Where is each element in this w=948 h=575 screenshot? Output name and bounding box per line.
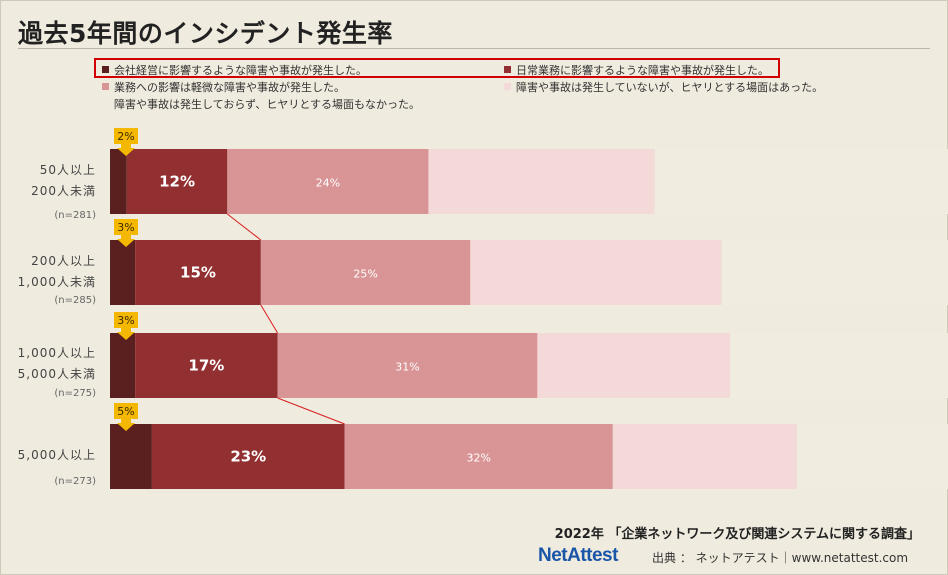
category-n-2: (n=285) <box>54 295 96 306</box>
category-label-1-line1: 50人以上 <box>39 163 96 177</box>
legend-item-3: 業務への影響は軽微な障害や事故が発生した。 <box>102 81 345 94</box>
bar-segment-r4-s5 <box>797 424 948 489</box>
bar-segment-r1-s4 <box>428 149 655 214</box>
legend-swatch-4 <box>504 83 511 90</box>
legend-swatch-5 <box>102 100 109 107</box>
legend-label-5: 障害や事故は発生しておらず、ヒヤリとする場面もなかった。 <box>114 98 421 111</box>
connector-line-1 <box>227 213 262 241</box>
bar-segment-r4-s1 <box>110 424 152 489</box>
bar-segment-r1-s1 <box>110 149 127 214</box>
bar-segment-r2-s2 <box>135 240 261 305</box>
data-label-r3-s2: 17% <box>188 357 224 375</box>
callout-label-r1: 2% <box>117 130 134 143</box>
legend-swatch-2 <box>504 66 511 73</box>
callout-label-r3: 3% <box>117 314 134 327</box>
legend: 会社経営に影響するような障害や事故が発生した。 日常業務に影響するような障害や事… <box>0 0 948 120</box>
data-label-r2-s3: 25% <box>353 268 377 281</box>
callout-r1: 2% <box>114 128 138 156</box>
bar-segment-r2-s4 <box>470 240 722 305</box>
category-label-2-line1: 200人以上 <box>31 254 96 268</box>
survey-title: 2022年 「企業ネットワーク及び関連システムに関する調査」 <box>554 527 920 542</box>
legend-highlight-box <box>94 58 780 78</box>
category-label-1-line2: 200人未満 <box>31 184 96 198</box>
category-n-4: (n=273) <box>54 476 96 487</box>
category-label-4: 5,000人以上 <box>0 445 96 466</box>
legend-item-4: 障害や事故は発生していないが、ヒヤリとする場面はあった。 <box>504 81 823 94</box>
category-label-2: 200人以上 1,000人未満 <box>0 251 96 293</box>
callout-label-r2: 3% <box>117 221 134 234</box>
callout-r4: 5% <box>114 403 138 431</box>
callout-r2: 3% <box>114 219 138 247</box>
legend-label-3: 業務への影響は軽微な障害や事故が発生した。 <box>114 81 345 94</box>
bar-segment-r4-s4 <box>612 424 798 489</box>
bar-segment-r1-s5 <box>654 149 948 214</box>
bar-segment-r2-s1 <box>110 240 136 305</box>
legend-swatch-1 <box>102 66 109 73</box>
bar-segment-r4-s3 <box>344 424 613 489</box>
category-label-2-line2: 1,000人未満 <box>17 275 96 289</box>
bar-segment-r2-s5 <box>721 240 948 305</box>
title-divider <box>18 48 930 49</box>
bar-segment-r3-s1 <box>110 333 136 398</box>
legend-label-1: 会社経営に影響するような障害や事故が発生した。 <box>114 64 367 77</box>
legend-label-2: 日常業務に影響するような障害や事故が発生した。 <box>516 64 769 77</box>
data-label-r4-s3: 32% <box>466 452 490 465</box>
source-credit: 出典 ： ネットアテスト｜www.netattest.com <box>652 551 909 565</box>
legend-item-2: 日常業務に影響するような障害や事故が発生した。 <box>504 64 769 77</box>
bar-segment-r3-s3 <box>277 333 538 398</box>
callout-r3: 3% <box>114 312 138 340</box>
callout-label-r4: 5% <box>117 405 134 418</box>
data-label-r1-s3: 24% <box>316 177 340 190</box>
bar-segment-r2-s3 <box>260 240 471 305</box>
connector-line-2 <box>260 304 279 334</box>
category-label-3-line1: 1,000人以上 <box>17 346 96 360</box>
data-label-r4-s2: 23% <box>230 448 266 466</box>
legend-swatch-3 <box>102 83 109 90</box>
bar-segment-r3-s5 <box>730 333 948 398</box>
category-label-3: 1,000人以上 5,000人未満 <box>0 343 96 385</box>
bar-segment-r3-s4 <box>537 333 731 398</box>
legend-item-5: 障害や事故は発生しておらず、ヒヤリとする場面もなかった。 <box>102 98 420 111</box>
chart-title: 過去5年間のインシデント発生率 <box>18 19 393 48</box>
connector-line-3 <box>277 397 345 425</box>
data-label-r3-s3: 31% <box>395 361 419 374</box>
category-label-4-line1: 5,000人以上 <box>17 448 96 462</box>
legend-item-1: 会社経営に影響するような障害や事故が発生した。 <box>102 64 367 77</box>
category-label-1: 50人以上 200人未満 <box>0 160 96 202</box>
bar-segment-r1-s2 <box>126 149 228 214</box>
bar-segment-r4-s2 <box>151 424 345 489</box>
category-n-1: (n=281) <box>54 210 96 221</box>
data-label-r1-s2: 12% <box>159 173 195 191</box>
category-n-3: (n=275) <box>54 388 96 399</box>
legend-label-4: 障害や事故は発生していないが、ヒヤリとする場面はあった。 <box>516 81 824 94</box>
bar-segment-r3-s2 <box>135 333 278 398</box>
netattest-logo: NetAttest <box>538 545 618 566</box>
data-label-r2-s2: 15% <box>180 264 216 282</box>
category-label-3-line2: 5,000人未満 <box>17 367 96 381</box>
bar-segment-r1-s3 <box>227 149 429 214</box>
